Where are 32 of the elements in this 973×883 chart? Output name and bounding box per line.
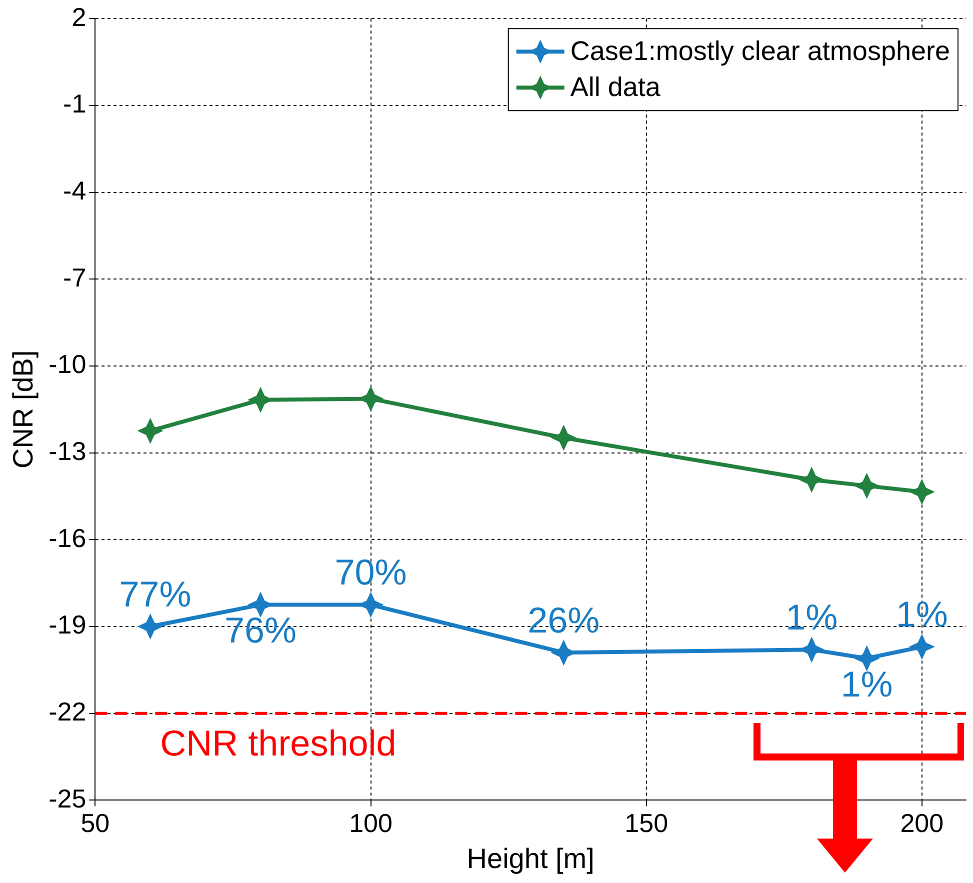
x-axis-title: Height [m] [466, 842, 594, 874]
ref-line-label: CNR threshold [160, 722, 396, 764]
point [550, 424, 577, 451]
legend-label: All data [570, 72, 662, 102]
x-tick-label: 200 [900, 808, 944, 838]
y-tick-label: -19 [48, 610, 86, 640]
y-tick-label: -10 [48, 349, 86, 380]
annotation: 76% [224, 610, 297, 651]
point [908, 634, 935, 660]
x-tick-label: 150 [624, 808, 668, 838]
point [854, 645, 880, 672]
y-tick-label: -7 [63, 262, 86, 292]
y-tick-label: 2 [72, 2, 86, 32]
y-tick-label: -4 [63, 175, 86, 206]
point [854, 472, 880, 499]
y-axis-title: CNR [dB] [8, 350, 39, 469]
annotation: 77% [119, 573, 192, 614]
legend-label: Case1:mostly clear atmosphere [570, 36, 950, 66]
annotation: 1% [786, 596, 838, 638]
annotation: 1% [840, 663, 893, 704]
y-tick-label: -22 [48, 696, 86, 727]
point [908, 478, 935, 505]
annotation: 26% [528, 599, 600, 640]
point [798, 466, 825, 493]
y-tick-label: -16 [48, 522, 86, 553]
annotation: 1% [896, 594, 948, 635]
x-tick-label: 100 [349, 808, 392, 838]
point [137, 614, 164, 640]
y-tick-label: -1 [63, 88, 86, 119]
annotation: 70% [334, 552, 407, 593]
y-tick-label: -13 [48, 436, 86, 466]
point [137, 418, 164, 444]
